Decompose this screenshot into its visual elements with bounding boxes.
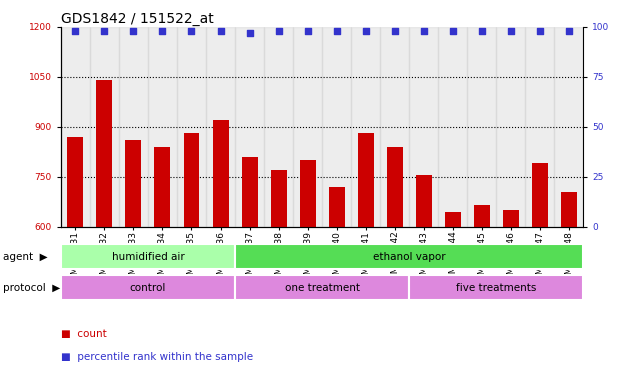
- Bar: [264, 27, 293, 227]
- Bar: [126, 140, 142, 227]
- Bar: [387, 147, 403, 227]
- Point: [187, 28, 197, 34]
- Point: [331, 28, 342, 34]
- Bar: [380, 27, 409, 227]
- Bar: [329, 187, 345, 227]
- Bar: [90, 27, 119, 227]
- Bar: [293, 27, 322, 227]
- Bar: [67, 137, 83, 227]
- Point: [360, 28, 370, 34]
- Bar: [61, 245, 235, 269]
- Bar: [206, 27, 235, 227]
- Bar: [503, 210, 519, 227]
- Point: [390, 28, 400, 34]
- Point: [71, 28, 81, 34]
- Bar: [299, 160, 315, 227]
- Point: [447, 28, 458, 34]
- Bar: [358, 133, 374, 227]
- Point: [535, 28, 545, 34]
- Point: [419, 28, 429, 34]
- Point: [244, 30, 254, 36]
- Bar: [416, 175, 431, 227]
- Point: [215, 28, 226, 34]
- Bar: [554, 27, 583, 227]
- Bar: [61, 27, 90, 227]
- Bar: [183, 133, 199, 227]
- Point: [99, 28, 110, 34]
- Text: one treatment: one treatment: [285, 283, 360, 293]
- Bar: [561, 192, 577, 227]
- Point: [477, 28, 487, 34]
- Bar: [322, 27, 351, 227]
- Text: five treatments: five treatments: [456, 283, 537, 293]
- Bar: [96, 80, 112, 227]
- Bar: [438, 27, 467, 227]
- Text: ■  count: ■ count: [61, 329, 106, 339]
- Bar: [409, 27, 438, 227]
- Text: agent  ▶: agent ▶: [3, 252, 48, 262]
- Bar: [213, 120, 228, 227]
- Text: ■  percentile rank within the sample: ■ percentile rank within the sample: [61, 352, 253, 362]
- Bar: [119, 27, 148, 227]
- Text: protocol  ▶: protocol ▶: [3, 283, 60, 293]
- Point: [563, 28, 574, 34]
- Point: [506, 28, 516, 34]
- Bar: [445, 212, 461, 227]
- Point: [274, 28, 284, 34]
- Text: ethanol vapor: ethanol vapor: [373, 252, 445, 262]
- Bar: [242, 157, 258, 227]
- Bar: [496, 27, 525, 227]
- Bar: [148, 27, 177, 227]
- Bar: [467, 27, 496, 227]
- Bar: [532, 163, 548, 227]
- Bar: [474, 205, 490, 227]
- Bar: [235, 245, 583, 269]
- Text: humidified air: humidified air: [112, 252, 185, 262]
- Bar: [61, 275, 235, 300]
- Bar: [525, 27, 554, 227]
- Bar: [351, 27, 380, 227]
- Point: [128, 28, 138, 34]
- Bar: [177, 27, 206, 227]
- Text: GDS1842 / 151522_at: GDS1842 / 151522_at: [61, 12, 213, 26]
- Bar: [409, 275, 583, 300]
- Bar: [271, 170, 287, 227]
- Bar: [154, 147, 171, 227]
- Point: [303, 28, 313, 34]
- Text: control: control: [129, 283, 166, 293]
- Bar: [235, 275, 409, 300]
- Bar: [235, 27, 264, 227]
- Point: [157, 28, 167, 34]
